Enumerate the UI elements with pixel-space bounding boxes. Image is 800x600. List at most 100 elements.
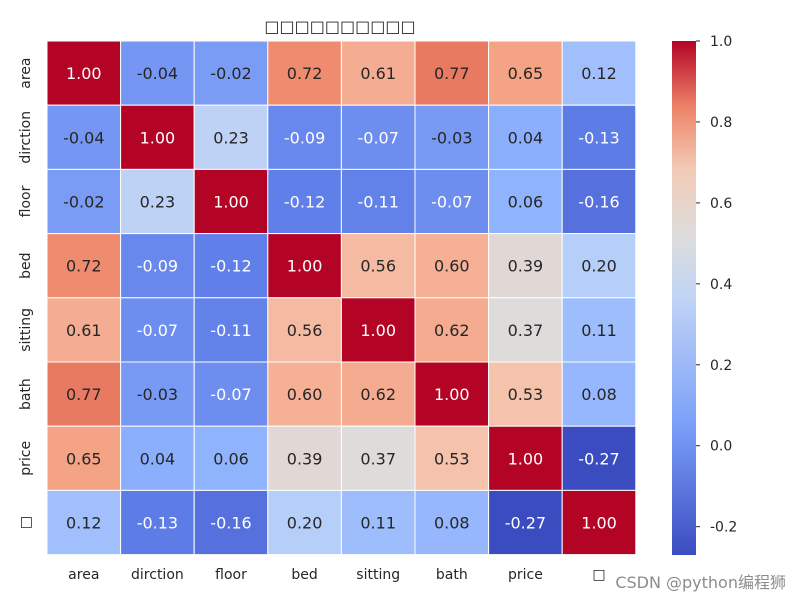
heatmap-cell bbox=[46, 168, 122, 235]
cell-value-label: 0.61 bbox=[360, 64, 396, 83]
cell-value-label: 0.20 bbox=[287, 514, 323, 533]
cell-value-label: -0.16 bbox=[578, 193, 619, 212]
cell-value-label: -0.02 bbox=[210, 64, 251, 83]
heatmap-cell bbox=[414, 104, 490, 170]
colorbar-tick-label: -0.2 bbox=[710, 520, 737, 536]
cell-value-label: -0.07 bbox=[431, 193, 472, 212]
colorbar-tick-label: 0.8 bbox=[710, 115, 732, 131]
cell-value-label: -0.27 bbox=[578, 449, 619, 468]
cell-value-label: -0.02 bbox=[63, 193, 104, 212]
x-tick-label: price bbox=[508, 567, 543, 583]
heatmap-cell bbox=[120, 40, 195, 106]
cell-value-label: 0.12 bbox=[66, 514, 102, 533]
heatmap-cell bbox=[267, 233, 342, 299]
cell-value-label: 0.12 bbox=[581, 64, 617, 83]
colorbar: 1.0 0.8 0.6 0.4 0.2 0.0 -0.2 bbox=[672, 34, 737, 555]
cell-value-label: 0.53 bbox=[508, 385, 544, 404]
heatmap-cell bbox=[193, 425, 269, 491]
heatmap-cell bbox=[488, 425, 563, 491]
cell-value-label: 1.00 bbox=[213, 193, 249, 212]
chart-title: □□□□□□□□□□ bbox=[264, 17, 415, 36]
x-tick-label: □ bbox=[592, 567, 605, 583]
cell-value-label: 0.56 bbox=[287, 321, 323, 340]
colorbar-gradient bbox=[672, 41, 696, 555]
cell-value-label: -0.07 bbox=[210, 385, 251, 404]
x-axis-ticks: area dirction floor bed sitting bath price □ bbox=[68, 567, 605, 583]
x-tick-label: dirction bbox=[131, 567, 184, 583]
heatmap-cell bbox=[340, 361, 416, 427]
y-axis-ticks: area dirction floor bed sitting bath price □ bbox=[18, 57, 34, 529]
cell-value-label: -0.27 bbox=[505, 514, 546, 533]
cell-value-label: 0.11 bbox=[360, 514, 396, 533]
heatmap-cell bbox=[414, 489, 490, 556]
cell-value-label: 0.65 bbox=[66, 449, 102, 468]
heatmap-cell bbox=[561, 168, 637, 235]
heatmap-cell bbox=[414, 297, 490, 363]
heatmap-cell bbox=[414, 40, 490, 106]
cell-value-label: 1.00 bbox=[508, 449, 544, 468]
y-tick-label: area bbox=[18, 57, 34, 88]
cell-value-label: 0.65 bbox=[508, 64, 544, 83]
heatmap-cell bbox=[340, 297, 416, 363]
heatmap-cell bbox=[267, 297, 342, 363]
heatmap-cell bbox=[267, 168, 342, 235]
cell-value-label: 0.77 bbox=[434, 64, 470, 83]
heatmap-cell bbox=[561, 361, 637, 427]
cell-value-label: 0.08 bbox=[581, 385, 617, 404]
cell-value-label: 0.62 bbox=[360, 385, 396, 404]
cell-value-label: -0.03 bbox=[431, 128, 472, 147]
cell-value-label: 0.56 bbox=[360, 257, 396, 276]
cell-value-label: 0.06 bbox=[508, 193, 544, 212]
heatmap-cell bbox=[340, 168, 416, 235]
heatmap-cell bbox=[488, 297, 563, 363]
cell-value-label: 0.20 bbox=[581, 257, 617, 276]
y-tick-label: □ bbox=[18, 516, 34, 529]
cell-value-label: 1.00 bbox=[287, 257, 323, 276]
cell-value-label: -0.11 bbox=[210, 321, 251, 340]
colorbar-tick-label: 0.2 bbox=[710, 358, 732, 374]
heatmap-cells: 1.00 -0.04 -0.02 0.72 0.61 0.77 0.65 0.12 -0.04 1… bbox=[46, 40, 637, 556]
heatmap-cell bbox=[561, 40, 637, 106]
heatmap-cell bbox=[267, 40, 342, 106]
cell-value-label: 0.61 bbox=[66, 321, 102, 340]
cell-value-label: 0.11 bbox=[581, 321, 617, 340]
heatmap-cell bbox=[120, 361, 195, 427]
watermark-text: CSDN @python编程狮 bbox=[615, 573, 786, 592]
cell-value-label: -0.13 bbox=[578, 128, 619, 147]
heatmap-cell bbox=[193, 233, 269, 299]
cell-value-label: -0.12 bbox=[284, 193, 325, 212]
cell-value-label: 1.00 bbox=[66, 64, 102, 83]
cell-value-label: 0.60 bbox=[287, 385, 323, 404]
colorbar-tick-label: 0.6 bbox=[710, 196, 732, 212]
cell-value-label: -0.09 bbox=[137, 257, 178, 276]
heatmap-cell bbox=[414, 361, 490, 427]
colorbar-tick-label: 0.4 bbox=[710, 277, 732, 293]
heatmap-cell bbox=[267, 104, 342, 170]
heatmap-cell bbox=[414, 168, 490, 235]
cell-value-label: -0.07 bbox=[357, 128, 398, 147]
heatmap-cell bbox=[46, 425, 122, 491]
cell-value-label: 0.39 bbox=[508, 257, 544, 276]
heatmap-cell bbox=[488, 361, 563, 427]
x-tick-label: bed bbox=[291, 567, 317, 583]
cell-value-label: 0.77 bbox=[66, 385, 102, 404]
cell-value-label: -0.04 bbox=[63, 128, 104, 147]
y-tick-label: dirction bbox=[18, 111, 34, 164]
cell-value-label: 0.39 bbox=[287, 449, 323, 468]
heatmap-cell bbox=[340, 425, 416, 491]
heatmap-cell bbox=[120, 489, 195, 556]
cell-value-label: 0.62 bbox=[434, 321, 470, 340]
heatmap-cell bbox=[340, 233, 416, 299]
heatmap-cell bbox=[193, 168, 269, 235]
cell-value-label: 0.60 bbox=[434, 257, 470, 276]
cell-value-label: -0.03 bbox=[137, 385, 178, 404]
cell-value-label: 0.37 bbox=[360, 449, 396, 468]
colorbar-tick-label: 1.0 bbox=[710, 34, 732, 50]
cell-value-label: -0.04 bbox=[137, 64, 178, 83]
y-tick-label: floor bbox=[18, 185, 34, 217]
cell-value-label: 1.00 bbox=[581, 514, 617, 533]
heatmap-cell bbox=[561, 297, 637, 363]
heatmap-cell bbox=[46, 40, 122, 106]
